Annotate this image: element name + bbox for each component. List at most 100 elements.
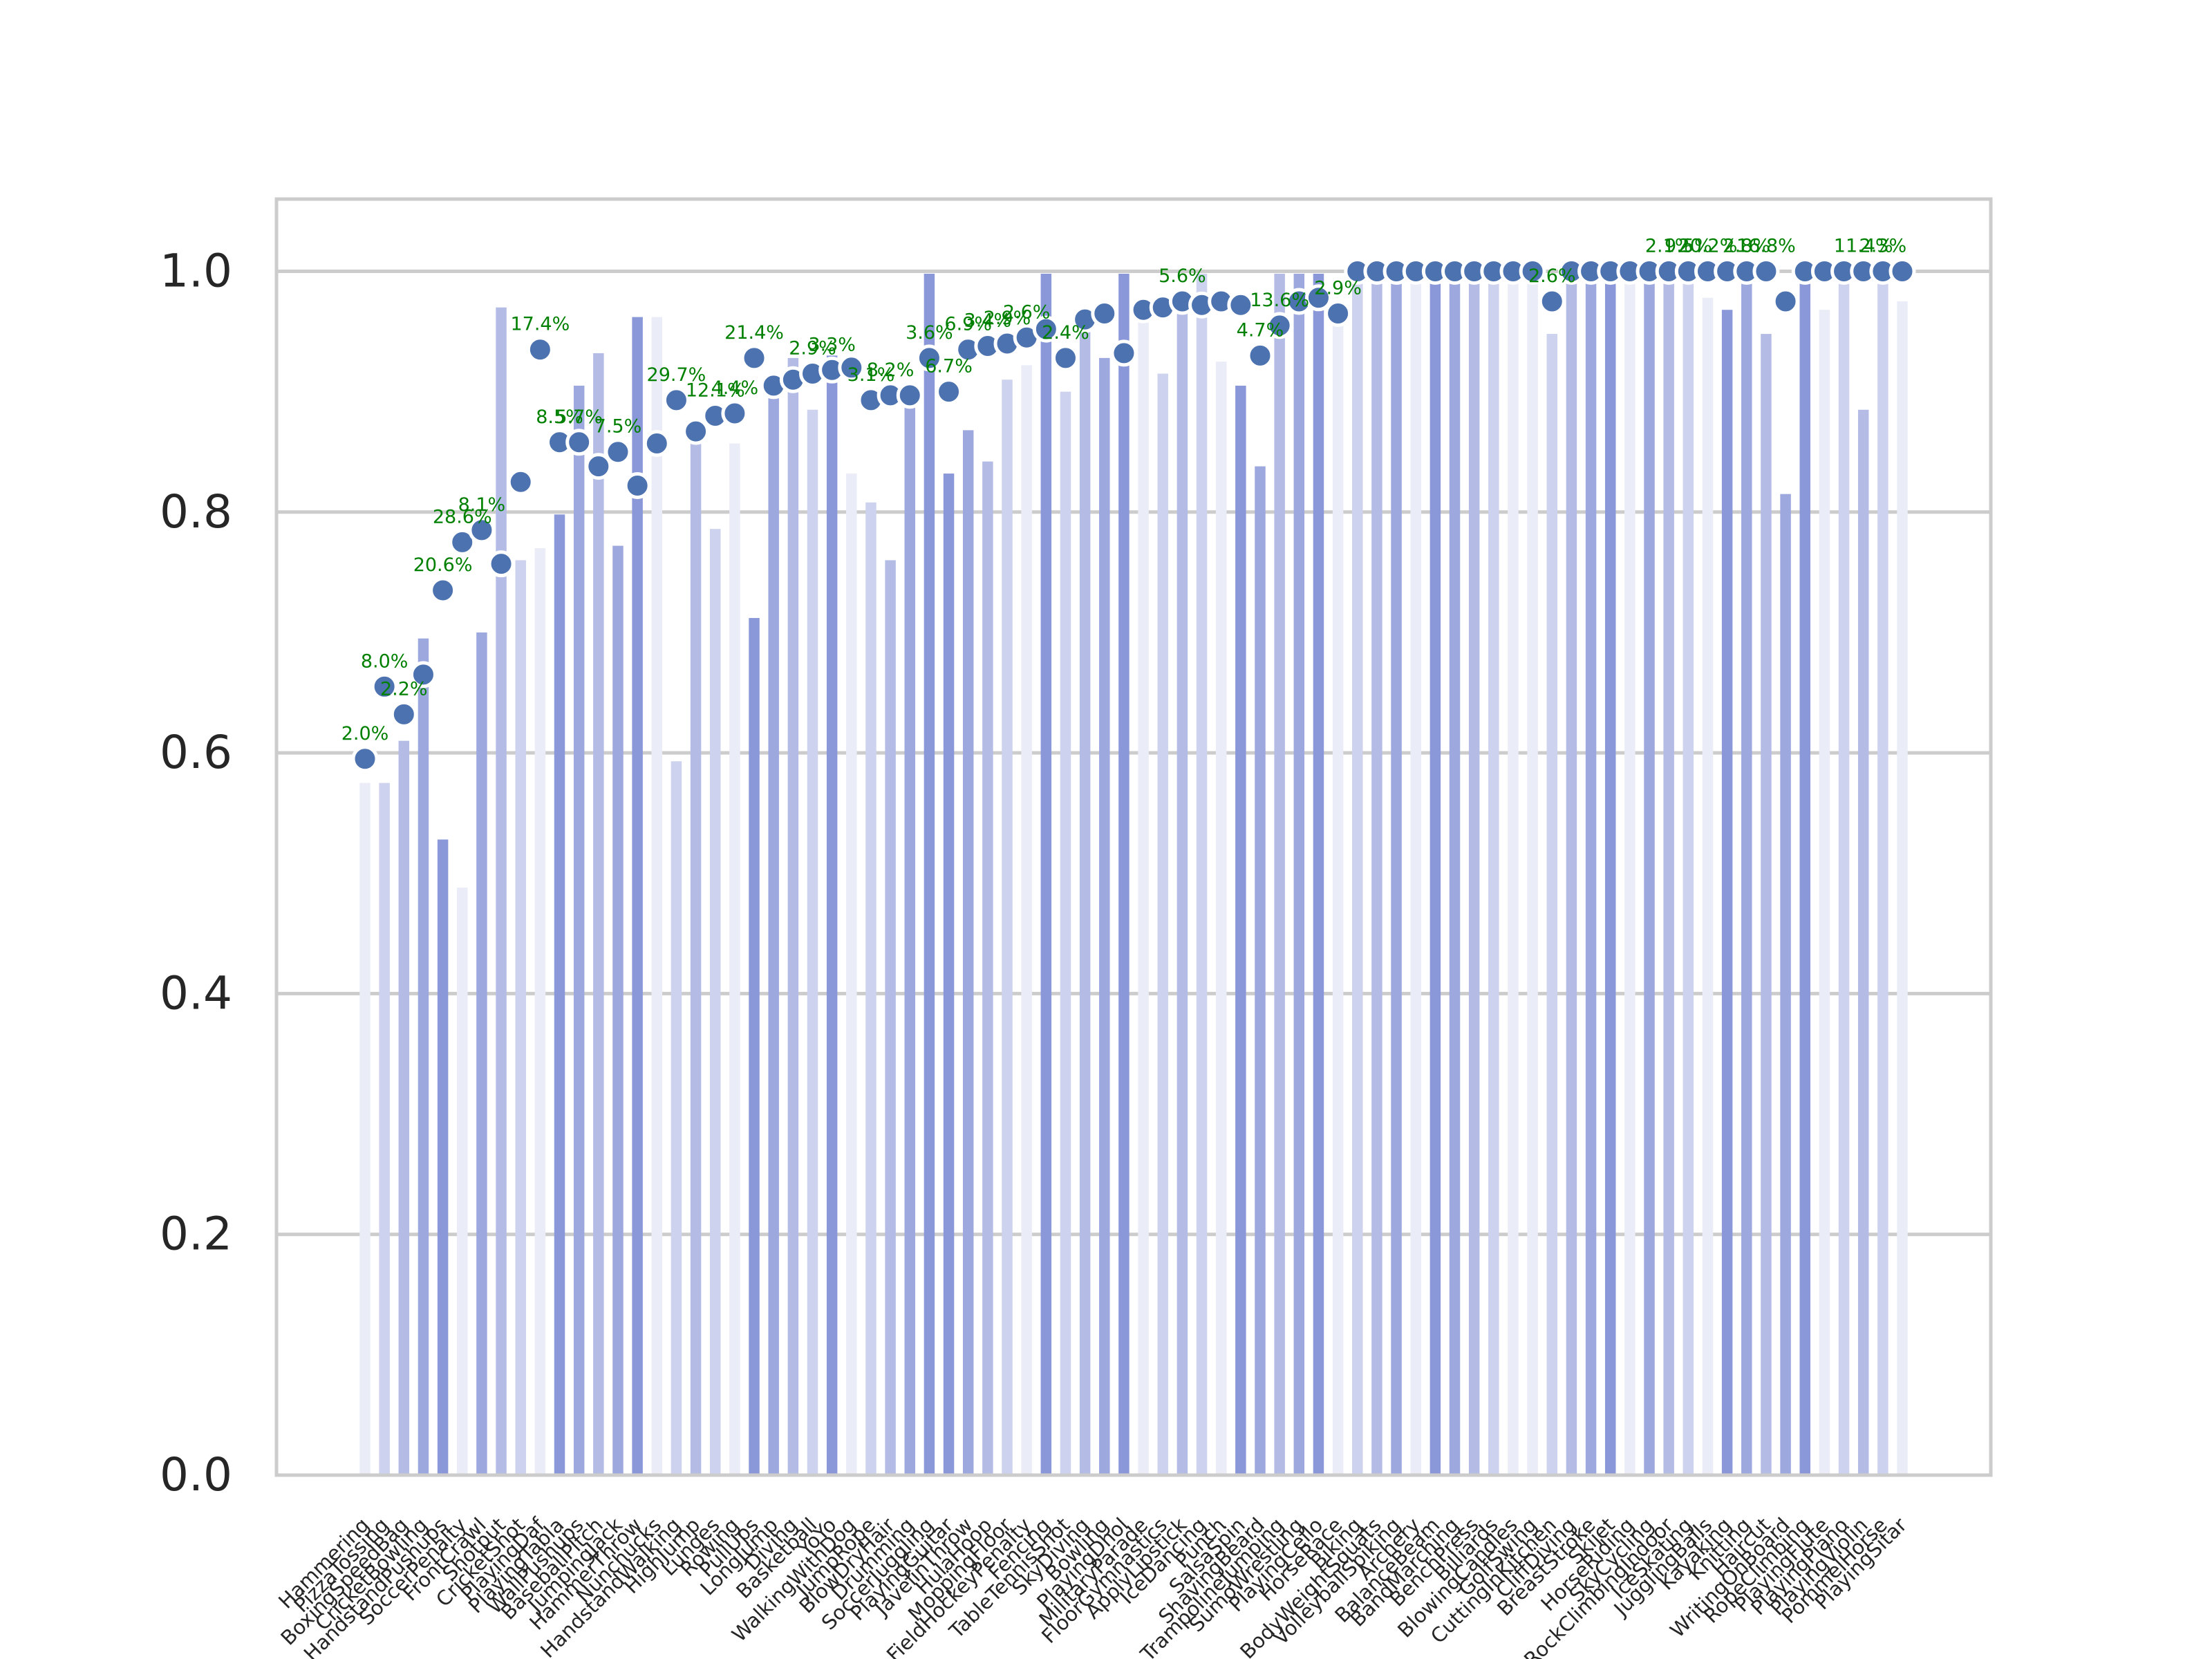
bar bbox=[593, 353, 604, 1475]
marker-point bbox=[1324, 299, 1352, 327]
marker-point bbox=[682, 418, 710, 445]
bar bbox=[1099, 357, 1110, 1475]
marker-point bbox=[838, 354, 865, 382]
bar bbox=[962, 430, 974, 1475]
bar bbox=[1683, 273, 1694, 1475]
percent-label: 3.3% bbox=[808, 334, 856, 355]
bar bbox=[515, 560, 526, 1475]
bar bbox=[534, 548, 546, 1475]
bar bbox=[1235, 385, 1246, 1475]
bar bbox=[632, 317, 643, 1475]
bar bbox=[1604, 273, 1616, 1475]
percent-label: 28.6% bbox=[433, 506, 492, 527]
marker-point bbox=[585, 453, 612, 480]
marker-point bbox=[896, 382, 924, 409]
y-tick-label: 0.0 bbox=[160, 1448, 232, 1501]
marker-point bbox=[1091, 299, 1118, 327]
bar bbox=[1138, 310, 1149, 1475]
y-tick-label: 0.8 bbox=[160, 485, 232, 538]
percent-label: 2.6% bbox=[1528, 265, 1576, 287]
percent-label: 16.8% bbox=[1736, 235, 1796, 256]
bar bbox=[359, 782, 371, 1475]
marker-point bbox=[449, 528, 476, 556]
percent-label: 2.9% bbox=[789, 338, 836, 359]
bar bbox=[1488, 273, 1499, 1475]
bar bbox=[1663, 273, 1674, 1475]
bar bbox=[924, 273, 935, 1475]
bars bbox=[359, 273, 1908, 1476]
bar bbox=[1721, 310, 1733, 1475]
marker-point bbox=[1304, 284, 1332, 312]
bar bbox=[1508, 273, 1519, 1475]
bar bbox=[1644, 273, 1655, 1475]
accuracy-markers bbox=[351, 257, 1916, 773]
bar bbox=[554, 514, 565, 1476]
bar bbox=[729, 443, 740, 1476]
percent-label: 8.0% bbox=[361, 650, 409, 672]
bar bbox=[982, 461, 993, 1475]
marker-point bbox=[1266, 312, 1293, 339]
percent-label: 6.9% bbox=[944, 314, 992, 335]
marker-point bbox=[429, 577, 457, 604]
bar bbox=[1468, 273, 1480, 1475]
plot-frame bbox=[274, 197, 1993, 1477]
percent-label: 17.4% bbox=[510, 314, 570, 335]
marker-point bbox=[1032, 315, 1060, 343]
marker-point bbox=[409, 661, 437, 688]
bar bbox=[768, 379, 779, 1475]
percent-label: 29.7% bbox=[647, 364, 706, 386]
percent-label: 21.4% bbox=[724, 322, 784, 344]
percent-label: 2.4% bbox=[1042, 322, 1089, 344]
y-tick-label: 0.6 bbox=[160, 726, 232, 779]
percent-label: 4.7% bbox=[1237, 319, 1284, 341]
marker-point bbox=[526, 336, 554, 364]
marker-point bbox=[1752, 257, 1780, 285]
bar bbox=[379, 782, 390, 1475]
bar bbox=[651, 317, 663, 1475]
bar bbox=[1313, 273, 1324, 1475]
bar bbox=[787, 357, 799, 1475]
bar bbox=[1585, 273, 1597, 1475]
bar bbox=[1255, 466, 1266, 1475]
bar bbox=[1819, 310, 1830, 1475]
percent-label: 20.6% bbox=[413, 554, 473, 576]
bar bbox=[1527, 273, 1538, 1475]
marker-point bbox=[643, 430, 671, 458]
percent-label: 8.2% bbox=[867, 359, 915, 381]
bar bbox=[1857, 409, 1869, 1475]
marker-point bbox=[390, 700, 418, 728]
marker-point bbox=[351, 745, 379, 773]
bar bbox=[1449, 273, 1461, 1475]
percent-label: 12.1% bbox=[686, 379, 745, 401]
bar bbox=[690, 433, 702, 1475]
bar bbox=[437, 839, 449, 1475]
bar bbox=[1352, 273, 1363, 1475]
bar bbox=[1761, 334, 1772, 1475]
percent-label: 2.9% bbox=[984, 308, 1031, 329]
marker-point bbox=[1227, 291, 1255, 319]
bar bbox=[885, 560, 896, 1475]
bar bbox=[1215, 362, 1227, 1475]
bar bbox=[1332, 310, 1344, 1475]
bar bbox=[1546, 334, 1558, 1475]
marker-point bbox=[935, 378, 963, 406]
marker-point bbox=[1519, 257, 1546, 285]
bar bbox=[1877, 273, 1888, 1475]
marker-point bbox=[1246, 341, 1274, 369]
bar bbox=[1430, 273, 1441, 1475]
percent-label: 2.9% bbox=[1314, 277, 1362, 299]
marker-point bbox=[1110, 339, 1138, 367]
y-tick-label: 0.2 bbox=[160, 1208, 232, 1261]
percent-label: 9.5% bbox=[1665, 235, 1712, 256]
bar bbox=[1702, 297, 1714, 1476]
percent-label: 13.6% bbox=[1250, 290, 1309, 311]
bar bbox=[1157, 373, 1168, 1476]
percent-label: 8.1% bbox=[458, 494, 506, 516]
marker-point bbox=[604, 438, 632, 466]
marker-point bbox=[487, 550, 515, 578]
bar bbox=[709, 529, 721, 1475]
bar bbox=[1897, 301, 1908, 1475]
marker-point bbox=[915, 344, 943, 372]
bar bbox=[1799, 273, 1810, 1475]
marker-point bbox=[371, 673, 398, 700]
